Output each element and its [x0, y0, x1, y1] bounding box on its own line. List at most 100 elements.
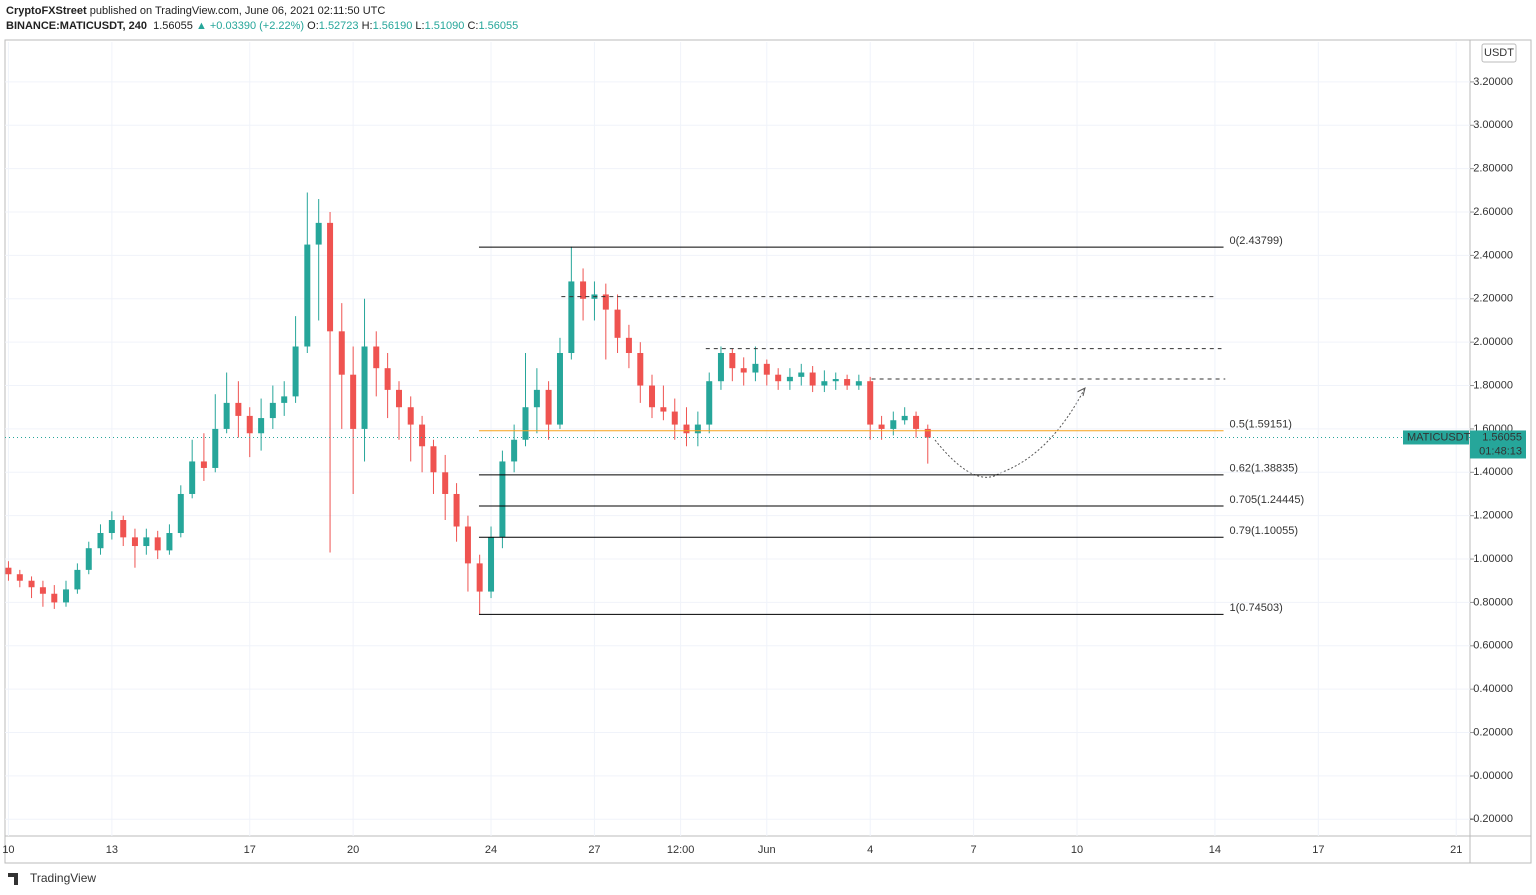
candle-body — [488, 537, 495, 592]
x-tick-label: 21 — [1450, 844, 1462, 856]
candle-body — [649, 385, 656, 408]
candle-body — [453, 493, 460, 527]
candle-body — [671, 411, 678, 425]
high: 1.56190 — [372, 20, 413, 32]
candle-body — [729, 353, 736, 369]
fib-label: 0(2.43799) — [1230, 235, 1283, 247]
y-tick-label: 1.40000 — [1473, 466, 1513, 478]
x-tick-label: 10 — [2, 844, 14, 856]
candle-body — [63, 589, 70, 603]
fib-label: 0.62(1.38835) — [1230, 463, 1299, 475]
candle-body — [476, 563, 483, 592]
y-tick-label: -0.20000 — [1470, 813, 1513, 825]
candle-body — [464, 526, 471, 564]
candle-body — [246, 415, 253, 434]
candle-body — [85, 548, 92, 570]
candle-body — [97, 533, 104, 549]
open: 1.52723 — [318, 20, 359, 32]
candle-body — [373, 346, 380, 369]
candle-body — [602, 294, 609, 310]
candle-body — [166, 533, 173, 551]
fib-label: 0.705(1.24445) — [1230, 494, 1305, 506]
candle-body — [16, 574, 23, 581]
fib-label: 1(0.74503) — [1230, 602, 1283, 614]
candle-body — [39, 587, 46, 594]
candle-body — [809, 372, 816, 386]
candle-body — [867, 381, 874, 425]
x-tick-label: 24 — [485, 844, 497, 856]
x-tick-label: 20 — [347, 844, 359, 856]
candle-body — [120, 520, 127, 538]
candle-body — [315, 222, 322, 245]
symbol: BINANCE:MATICUSDT, 240 — [6, 20, 147, 32]
y-tick-label: 1.00000 — [1473, 553, 1513, 565]
candle-body — [430, 446, 437, 473]
y-tick-label: 0.60000 — [1473, 640, 1513, 652]
x-tick-label: 27 — [588, 844, 600, 856]
candle-body — [924, 428, 931, 438]
projection-curve — [934, 387, 1086, 478]
candle-body — [855, 381, 862, 386]
y-tick-label: 0.20000 — [1473, 726, 1513, 738]
low: 1.51090 — [424, 20, 465, 32]
candle-body — [143, 537, 150, 547]
price-name: MATICUSDT — [1407, 431, 1471, 443]
footer-logo: TradingView — [30, 871, 96, 885]
y-tick-label: -0.00000 — [1470, 770, 1513, 782]
candle-body — [223, 402, 230, 429]
y-tick-label: 3.00000 — [1473, 119, 1513, 131]
candle-body — [419, 424, 426, 447]
x-tick-label: 7 — [971, 844, 977, 856]
candle-body — [269, 402, 276, 419]
candle-body — [637, 353, 644, 386]
last: 1.56055 — [153, 20, 193, 32]
candle-body — [212, 428, 219, 468]
candle-body — [154, 537, 161, 551]
frame — [4, 39, 1532, 864]
candle-body — [338, 331, 345, 375]
candle-body — [5, 567, 12, 575]
candle-body — [625, 337, 632, 354]
candle-body — [878, 424, 885, 429]
candle-body — [706, 381, 713, 425]
candle-body — [740, 368, 747, 373]
candle-body — [511, 439, 518, 462]
candle-body — [890, 420, 897, 429]
x-tick-label: Jun — [758, 844, 776, 856]
candle-body — [361, 346, 368, 429]
y-tick-label: 3.20000 — [1473, 76, 1513, 88]
candle-body — [798, 372, 805, 377]
y-tick-label: 0.80000 — [1473, 596, 1513, 608]
candle-body — [74, 569, 81, 590]
candle-body — [189, 461, 196, 494]
x-tick-label: 14 — [1209, 844, 1221, 856]
candle-body — [522, 407, 529, 440]
candle-body — [499, 461, 506, 538]
candle-body — [51, 593, 58, 603]
axis-label: USDT — [1484, 47, 1514, 59]
header-line: CryptoFXStreet published on TradingView.… — [6, 5, 385, 17]
c-label: C: — [467, 20, 479, 32]
candle-body — [786, 376, 793, 382]
candle-body — [304, 244, 311, 347]
y-tick-label: 2.60000 — [1473, 206, 1513, 218]
candle-body — [821, 381, 828, 386]
fib-label: 0.79(1.10055) — [1230, 525, 1299, 537]
change: ▲ +0.03390 (+2.22%) — [195, 20, 305, 32]
price-label-box — [1470, 430, 1526, 459]
header-line: BINANCE:MATICUSDT, 240 1.56055 ▲ +0.0339… — [6, 20, 518, 32]
candle-body — [200, 461, 207, 468]
candle-body — [752, 363, 759, 373]
fib-label: 0.5(1.59151) — [1230, 419, 1292, 431]
candle-body — [832, 379, 839, 382]
candle-body — [327, 222, 334, 332]
close: 1.56055 — [478, 20, 519, 32]
x-tick-label: 4 — [867, 844, 873, 856]
y-tick-label: 2.40000 — [1473, 249, 1513, 261]
price-label: 1.56055 — [1482, 431, 1522, 443]
candle-body — [350, 374, 357, 429]
countdown: 01:48:13 — [1479, 445, 1522, 457]
logo-icon — [8, 873, 18, 885]
h-label: H: — [361, 20, 373, 32]
